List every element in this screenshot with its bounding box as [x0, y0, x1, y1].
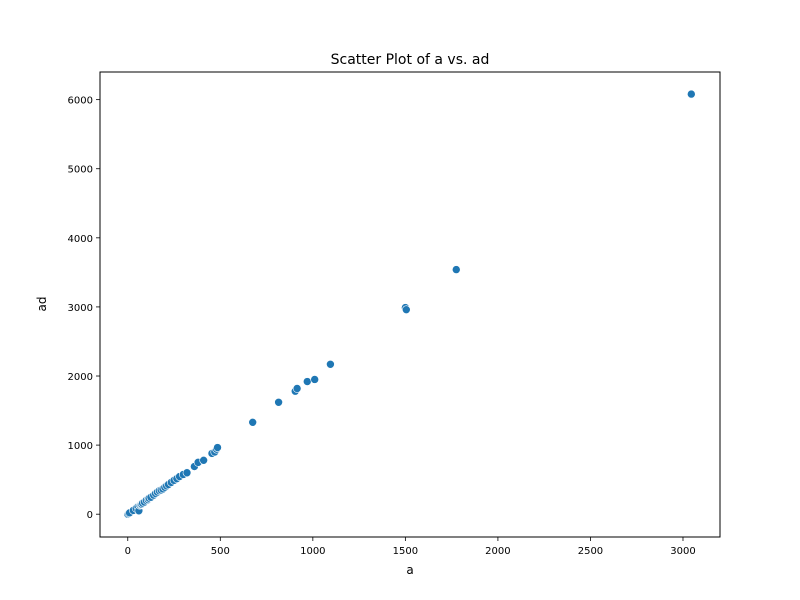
y-tick-label: 5000: [68, 165, 93, 176]
data-point: [182, 468, 192, 478]
data-point: [302, 377, 312, 386]
y-tick-label: 6000: [68, 96, 93, 107]
x-tick-label: 0: [125, 546, 131, 557]
y-tick-label: 2000: [68, 372, 93, 383]
data-point: [326, 359, 335, 369]
x-tick-label: 2500: [578, 546, 603, 557]
data-point: [274, 397, 283, 407]
x-tick-label: 1000: [300, 546, 325, 557]
y-axis-label: ad: [35, 297, 49, 312]
y-tick-label: 4000: [68, 234, 93, 245]
chart-title: Scatter Plot of a vs. ad: [331, 52, 490, 68]
y-axis-ticks: 0 1000 2000 3000 4000 5000 6000: [68, 96, 100, 521]
y-tick-label: 0: [87, 510, 93, 521]
plot-area-frame: [99, 71, 721, 538]
x-axis-label: a: [406, 563, 413, 577]
y-tick-label: 3000: [68, 303, 93, 314]
data-point: [248, 418, 257, 427]
data-point: [451, 265, 461, 274]
data-point: [687, 89, 696, 99]
x-tick-label: 500: [211, 546, 230, 557]
x-axis-ticks: 0 500 1000 1500 2000 2500 3000: [125, 537, 696, 557]
data-point: [199, 456, 208, 465]
data-point: [401, 305, 411, 314]
data-point: [213, 443, 222, 452]
x-tick-label: 3000: [670, 546, 695, 557]
data-point: [292, 384, 302, 393]
data-points: [123, 89, 696, 519]
x-tick-label: 1500: [393, 546, 418, 557]
y-tick-label: 1000: [68, 441, 93, 452]
data-point: [310, 375, 319, 384]
x-tick-label: 2000: [485, 546, 510, 557]
